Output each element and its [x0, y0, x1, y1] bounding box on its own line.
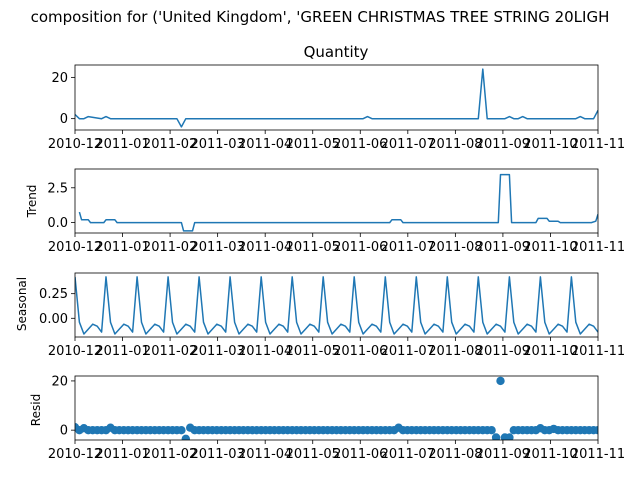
- quantity-xtick-label: 2011-03: [190, 137, 244, 152]
- quantity-series-line: [75, 68, 598, 128]
- trend-xtick-label: 2011-04: [238, 240, 292, 255]
- resid-axis-label: Resid: [29, 394, 43, 426]
- quantity-axes-frame: [74, 64, 599, 131]
- seasonal-xtick-label: 2011-08: [428, 344, 482, 359]
- quantity-xtick-label: 2011-04: [238, 137, 292, 152]
- quantity-ytick-label: 0: [60, 112, 68, 127]
- seasonal-xtick-label: 2011-05: [286, 344, 340, 359]
- trend-xtick-label: 2011-02: [143, 240, 197, 255]
- trend-xtick-label: 2011-11: [571, 240, 625, 255]
- seasonal-xtick-label: 2011-09: [476, 344, 530, 359]
- resid-axes-frame: [74, 375, 599, 441]
- quantity-xtick-label: 2011-02: [143, 137, 197, 152]
- seasonal-xtick-label: 2011-10: [523, 344, 577, 359]
- quantity-panel: Quantity 0 20 2010-122011-012011-022011-03…: [48, 43, 625, 152]
- resid-point: [181, 434, 190, 440]
- resid-ytick-label: 20: [51, 374, 68, 389]
- resid-xtick-label: 2011-06: [333, 447, 387, 462]
- trend-xtick-label: 2010-12: [48, 240, 102, 255]
- trend-xtick-label: 2011-01: [95, 240, 149, 255]
- resid-xtick-label: 2011-09: [476, 447, 530, 462]
- quantity-ytick-label: 20: [51, 71, 68, 86]
- seasonal-plot-area: [75, 276, 598, 335]
- quantity-xtick-label: 2011-06: [333, 137, 387, 152]
- resid-plot-area: [75, 376, 598, 440]
- resid-xtick-label: 2011-03: [190, 447, 244, 462]
- seasonal-xtick-label: 2011-02: [143, 344, 197, 359]
- seasonal-ytick-label: 0.00: [39, 312, 68, 327]
- resid-xtick-label: 2010-12: [48, 447, 102, 462]
- seasonal-xtick-label: 2011-03: [190, 344, 244, 359]
- seasonal-xtick-label: 2011-07: [381, 344, 435, 359]
- quantity-xtick-label: 2011-10: [523, 137, 577, 152]
- trend-xtick-label: 2011-09: [476, 240, 530, 255]
- seasonal-xtick-label: 2011-04: [238, 344, 292, 359]
- resid-xtick-label: 2011-08: [428, 447, 482, 462]
- quantity-xtick-label: 2011-09: [476, 137, 530, 152]
- trend-ytick-label: 0.0: [47, 216, 68, 231]
- resid-xtick-label: 2011-11: [571, 447, 625, 462]
- resid-panel: Resid 0202010-122011-012011-022011-03201…: [29, 374, 625, 462]
- resid-point: [487, 426, 496, 435]
- resid-point: [177, 426, 186, 435]
- seasonal-series-line: [75, 276, 598, 335]
- resid-ytick-label: 0: [60, 424, 68, 439]
- seasonal-ytick-label: 0.25: [39, 287, 68, 302]
- quantity-xtick-label: 2010-12: [48, 137, 102, 152]
- resid-point: [491, 433, 501, 440]
- trend-axes-frame: [74, 168, 599, 234]
- quantity-plot-area: [75, 68, 598, 128]
- trend-xtick-label: 2011-10: [523, 240, 577, 255]
- quantity-xtick-label: 2011-01: [95, 137, 149, 152]
- resid-point: [505, 433, 514, 440]
- seasonal-panel: Seasonal 0.000.252010-122011-012011-0220…: [15, 272, 625, 359]
- quantity-xtick-label: 2011-08: [428, 137, 482, 152]
- trend-plot-area: [78, 173, 598, 232]
- resid-point: [496, 376, 505, 386]
- resid-xtick-label: 2011-02: [143, 447, 197, 462]
- quantity-xtick-label: 2011-11: [571, 137, 625, 152]
- quantity-panel-title: Quantity: [304, 43, 369, 61]
- quantity-xtick-label: 2011-07: [381, 137, 435, 152]
- resid-xtick-label: 2011-10: [523, 447, 577, 462]
- trend-axis-label: Trend: [25, 185, 39, 219]
- seasonal-axes-frame: [74, 272, 599, 338]
- trend-ytick-label: 2.5: [47, 181, 68, 196]
- trend-series-line: [78, 173, 598, 232]
- seasonal-xtick-label: 2011-01: [95, 344, 149, 359]
- resid-xtick-label: 2011-01: [95, 447, 149, 462]
- seasonal-xtick-label: 2010-12: [48, 344, 102, 359]
- trend-xtick-label: 2011-03: [190, 240, 244, 255]
- trend-xtick-label: 2011-08: [428, 240, 482, 255]
- resid-point: [593, 426, 598, 435]
- seasonal-axis-label: Seasonal: [15, 277, 29, 331]
- resid-xtick-label: 2011-04: [238, 447, 292, 462]
- trend-xtick-label: 2011-05: [286, 240, 340, 255]
- trend-panel: Trend 0.0 2.5 2010-122011-012011-022011-03…: [25, 168, 625, 255]
- seasonal-xtick-label: 2011-11: [571, 344, 625, 359]
- trend-xtick-label: 2011-06: [333, 240, 387, 255]
- figure-suptitle: composition for ('United Kingdom', 'GREE…: [31, 8, 610, 26]
- trend-xtick-label: 2011-07: [381, 240, 435, 255]
- resid-xtick-label: 2011-05: [286, 447, 340, 462]
- quantity-xtick-label: 2011-05: [286, 137, 340, 152]
- seasonal-xtick-label: 2011-06: [333, 344, 387, 359]
- resid-xtick-label: 2011-07: [381, 447, 435, 462]
